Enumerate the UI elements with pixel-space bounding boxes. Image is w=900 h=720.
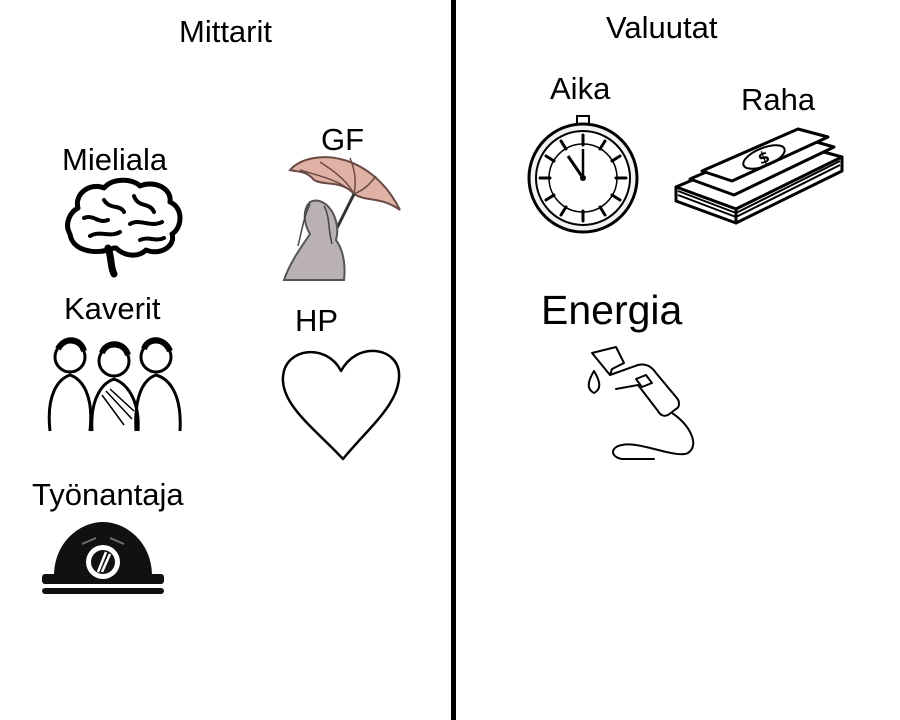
mood-label: Mieliala [62, 142, 168, 177]
money-label: Raha [741, 82, 816, 117]
woman-umbrella-icon [282, 156, 401, 281]
health-label: HP [295, 303, 339, 338]
friends-label: Kaverit [64, 291, 161, 326]
right-panel-title: Valuutat [606, 10, 718, 45]
time-label: Aika [550, 71, 611, 106]
fuel-nozzle-icon [587, 346, 695, 460]
energy-label: Energia [541, 287, 683, 333]
clock-icon [527, 115, 639, 234]
panel-divider [451, 0, 456, 720]
employer-label: Työnantaja [32, 477, 184, 512]
heart-icon [281, 349, 401, 461]
girlfriend-label: GF [321, 122, 365, 157]
left-panel-title: Mittarit [179, 14, 272, 49]
hard-hat-icon [42, 522, 164, 594]
brain-icon [65, 177, 183, 278]
friends-group-icon [47, 337, 182, 432]
money-stack-icon: $ [674, 127, 844, 225]
